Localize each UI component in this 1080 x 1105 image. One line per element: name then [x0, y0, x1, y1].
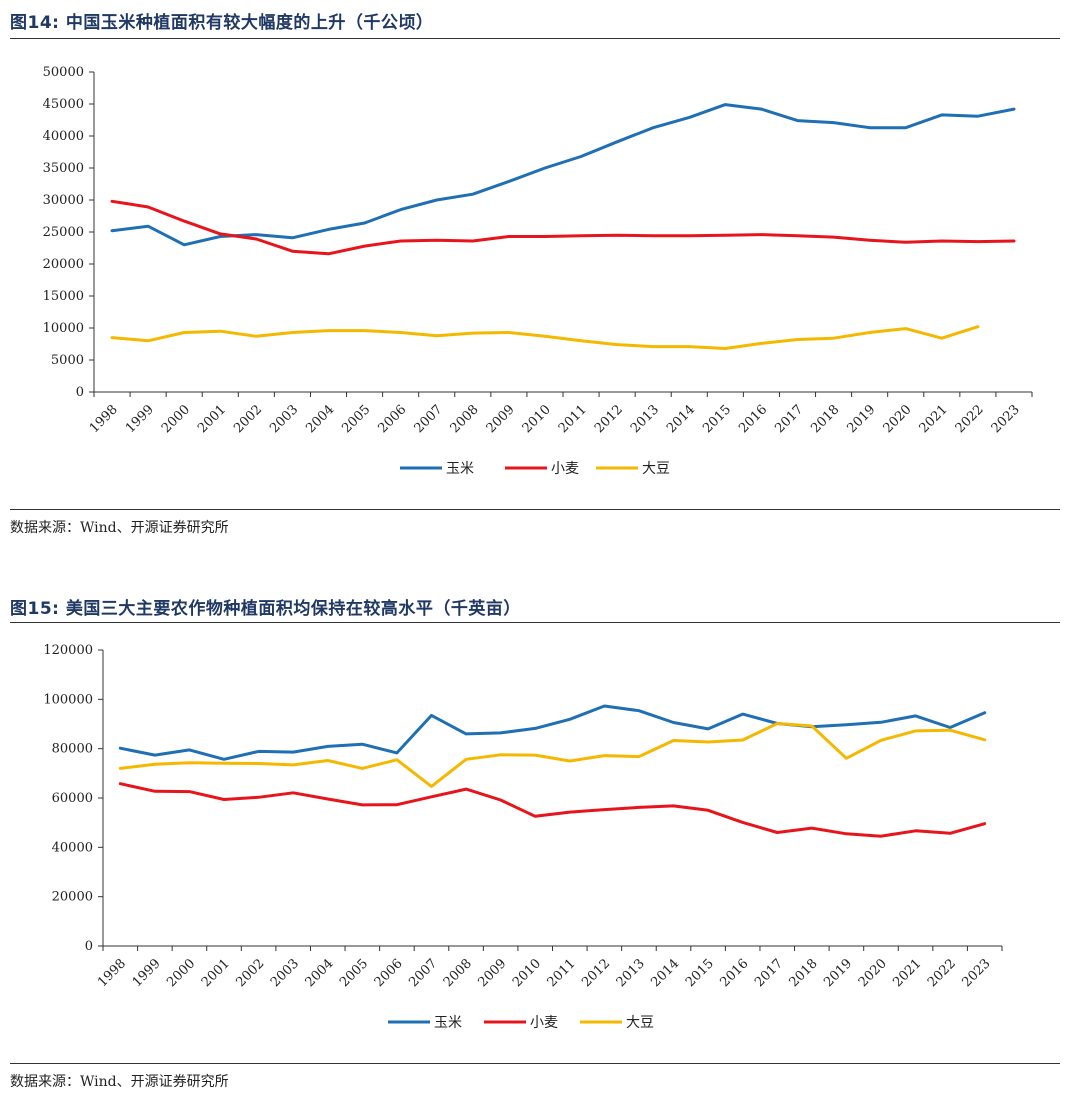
y-tick-label: 40000 — [43, 129, 84, 144]
y-tick-label: 50000 — [43, 65, 84, 80]
x-tick-label: 2010 — [520, 402, 554, 436]
figure-15-chart: 0 20000 40000 60000 80000 100000 120000 1998 199… — [43, 643, 1003, 1031]
x-tick-label: 2013 — [614, 956, 648, 990]
y-tick-label: 35000 — [43, 161, 84, 176]
x-tick-label: 2018 — [787, 956, 821, 990]
y-tick-label: 40000 — [52, 840, 93, 855]
x-tick-label: 2004 — [303, 956, 337, 990]
legend-label: 玉米 — [434, 1015, 462, 1031]
x-tick-label: 2020 — [856, 956, 890, 990]
y-tick-label: 25000 — [43, 225, 84, 240]
y-tick-label: 20000 — [43, 257, 84, 272]
figure-14-bottom-rule — [10, 509, 1060, 510]
x-tick-label: 2005 — [337, 956, 371, 990]
x-tick-label: 2001 — [195, 402, 229, 436]
legend-label: 小麦 — [551, 461, 579, 477]
x-tick-label: 2002 — [231, 402, 265, 436]
y-tick-label: 20000 — [52, 890, 93, 905]
series-line-3 — [110, 325, 980, 350]
x-tick-label: 2010 — [510, 956, 544, 990]
x-tick-label: 2018 — [808, 402, 842, 436]
x-tick-label: 2016 — [717, 956, 751, 990]
x-tick-label: 2013 — [628, 402, 662, 436]
x-tick-label: 2017 — [752, 956, 786, 990]
y-tick-label: 45000 — [43, 97, 84, 112]
x-tick-label: 2002 — [233, 956, 267, 990]
x-tick-label: 2023 — [960, 956, 994, 990]
figure-15-title: 图15: 美国三大主要农作物种植面积均保持在较高水平（千英亩） — [10, 599, 521, 619]
legend-label: 玉米 — [446, 461, 474, 477]
x-tick-label: 2022 — [925, 956, 959, 990]
x-tick-label: 2017 — [772, 402, 806, 436]
figure-14-chart: 0 5000 10000 15000 20000 25000 30000 35000 40000… — [43, 65, 1033, 477]
x-tick-label: 2004 — [303, 402, 337, 436]
figure-15-top-rule — [10, 622, 1060, 623]
y-tick-label: 15000 — [43, 289, 84, 304]
y-tick-label: 10000 — [43, 321, 84, 336]
x-tick-label: 2003 — [267, 402, 301, 436]
x-tick-label: 1998 — [87, 402, 121, 436]
x-tick-label: 2009 — [475, 956, 509, 990]
x-tick-label: 2007 — [406, 956, 440, 990]
x-tick-label: 2019 — [821, 956, 855, 990]
y-tick-label: 0 — [76, 385, 84, 400]
x-tick-label: 2011 — [556, 402, 590, 436]
figure-15-source: 数据来源：Wind、开源证券研究所 — [10, 1074, 229, 1090]
x-tick-label: 2007 — [412, 402, 446, 436]
figure-14-top-rule — [10, 38, 1060, 39]
x-tick-label: 2001 — [199, 956, 233, 990]
figure-15-bottom-rule — [10, 1063, 1060, 1064]
series-line-1 — [110, 103, 1016, 247]
y-tick-label: 5000 — [51, 353, 84, 368]
y-tick-label: 30000 — [43, 193, 84, 208]
y-tick-label: 80000 — [52, 742, 93, 757]
x-tick-label: 2022 — [953, 402, 987, 436]
legend-label: 小麦 — [530, 1015, 558, 1031]
x-tick-label: 2012 — [592, 402, 626, 436]
series-line-2 — [110, 199, 1016, 256]
x-tick-label: 2015 — [683, 956, 717, 990]
x-tick-label: 2003 — [268, 956, 302, 990]
x-tick-label: 2000 — [164, 956, 198, 990]
x-tick-label: 2014 — [664, 402, 698, 436]
x-tick-label: 2021 — [890, 956, 924, 990]
x-tick-label: 2011 — [545, 956, 579, 990]
x-tick-label: 2005 — [339, 402, 373, 436]
y-tick-label: 60000 — [52, 791, 93, 806]
x-tick-label: 2012 — [579, 956, 613, 990]
y-tick-label: 120000 — [43, 643, 93, 658]
legend-label: 大豆 — [626, 1015, 654, 1031]
x-tick-label: 2000 — [159, 402, 193, 436]
legend-label: 大豆 — [642, 461, 670, 477]
x-tick-label: 2006 — [372, 956, 406, 990]
series-line-2 — [118, 782, 987, 838]
x-tick-label: 2008 — [441, 956, 475, 990]
x-tick-label: 2019 — [844, 402, 878, 436]
y-tick-label: 0 — [85, 939, 93, 954]
x-tick-label: 1999 — [123, 402, 157, 436]
x-tick-label: 2006 — [375, 402, 409, 436]
x-tick-label: 2008 — [448, 402, 482, 436]
x-tick-label: 2014 — [648, 956, 682, 990]
series-line-3 — [118, 722, 987, 788]
x-tick-label: 2015 — [700, 402, 734, 436]
figure-14-title: 图14: 中国玉米种植面积有较大幅度的上升（千公顷） — [10, 13, 434, 33]
x-tick-label: 2020 — [881, 402, 915, 436]
series-line-1 — [118, 704, 987, 761]
x-tick-label: 2023 — [989, 402, 1023, 436]
x-tick-label: 2021 — [917, 402, 951, 436]
x-tick-label: 2009 — [484, 402, 518, 436]
y-tick-label: 100000 — [43, 692, 93, 707]
x-tick-label: 1999 — [130, 956, 164, 990]
x-tick-label: 1998 — [95, 956, 129, 990]
figure-14-source: 数据来源：Wind、开源证券研究所 — [10, 520, 229, 536]
x-tick-label: 2016 — [736, 402, 770, 436]
